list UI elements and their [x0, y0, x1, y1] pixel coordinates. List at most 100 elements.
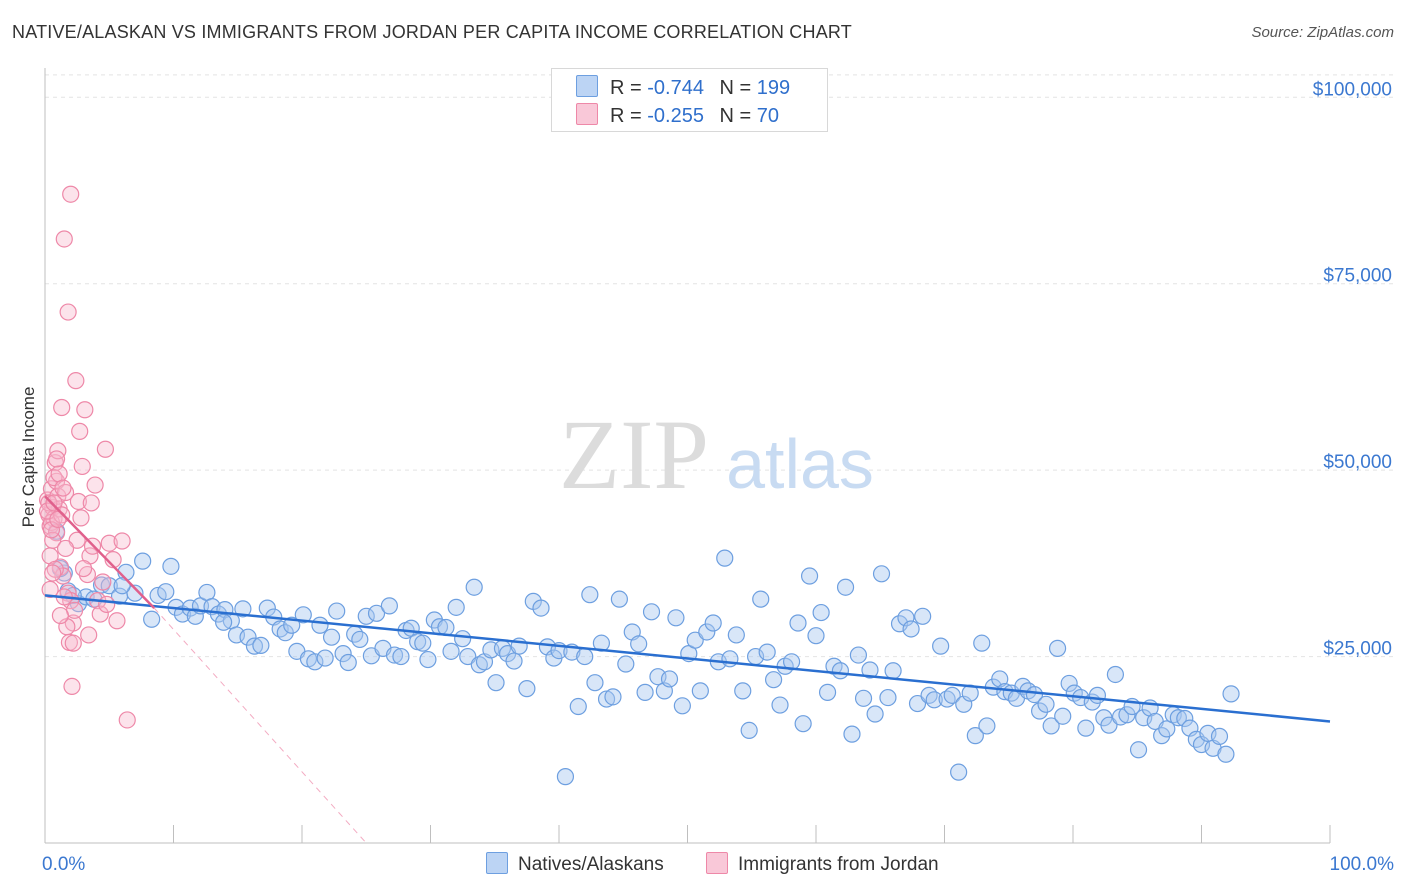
data-point-natives	[1030, 702, 1049, 720]
data-point-natives	[604, 688, 622, 706]
data-point-natives	[727, 626, 745, 644]
data-point-jordan	[98, 595, 116, 613]
data-point-natives	[1077, 719, 1095, 737]
data-point-natives	[1060, 674, 1078, 693]
data-point-jordan	[76, 401, 94, 419]
data-point-natives	[419, 650, 437, 669]
data-point-natives	[966, 727, 984, 745]
data-point-natives	[1037, 695, 1055, 713]
data-point-natives	[239, 628, 257, 646]
data-point-natives	[162, 557, 180, 575]
data-point-natives	[392, 647, 410, 666]
data-point-natives	[322, 628, 341, 646]
data-point-natives	[950, 763, 968, 781]
data-point-jordan	[82, 494, 100, 512]
data-point-jordan	[53, 398, 71, 417]
legend-r-label: R =	[610, 77, 642, 99]
data-point-natives	[1042, 717, 1060, 735]
data-point-jordan	[56, 539, 75, 558]
data-point-natives	[925, 691, 943, 709]
data-point-natives	[134, 552, 152, 570]
data-point-natives	[505, 652, 523, 670]
bottom-legend-jordan-label: Immigrants from Jordan	[738, 854, 939, 875]
data-point-natives	[764, 671, 783, 689]
data-point-jordan	[64, 634, 82, 652]
data-point-natives	[126, 584, 144, 602]
data-point-jordan	[42, 521, 61, 539]
data-point-natives	[771, 696, 789, 714]
data-point-natives	[1176, 709, 1194, 728]
legend-swatch-natives	[576, 75, 598, 97]
series-natives-points	[47, 522, 1240, 786]
data-point-natives	[854, 689, 873, 707]
watermark-atlas: atlas	[726, 425, 874, 503]
data-point-jordan	[113, 532, 131, 550]
legend-row-jordan: R = -0.255 N = 70	[576, 103, 779, 128]
data-point-natives	[334, 644, 352, 663]
data-point-natives	[1106, 665, 1125, 684]
data-point-natives	[556, 768, 575, 786]
data-point-natives	[252, 636, 270, 654]
data-point-jordan	[80, 626, 98, 644]
data-point-jordan	[45, 494, 63, 512]
watermark: ZIP atlas	[559, 399, 874, 510]
data-point-natives	[569, 697, 587, 716]
data-point-natives	[897, 609, 915, 627]
data-point-natives	[758, 643, 776, 661]
data-point-natives	[487, 674, 505, 692]
data-point-natives	[843, 725, 861, 743]
data-point-natives	[113, 577, 131, 595]
data-point-natives	[581, 586, 599, 604]
data-point-natives	[1222, 685, 1240, 703]
data-point-natives	[932, 637, 950, 655]
legend-r-value: -0.255	[647, 105, 704, 127]
data-point-natives	[311, 616, 329, 634]
data-point-natives	[667, 609, 685, 627]
data-point-jordan	[44, 564, 62, 582]
legend-n-label: N =	[719, 105, 752, 127]
data-point-jordan	[69, 492, 88, 511]
data-point-natives	[740, 721, 758, 739]
data-point-natives	[734, 682, 752, 700]
data-point-natives	[380, 597, 398, 615]
data-point-natives	[459, 647, 477, 666]
legend-row-natives: R = -0.744 N = 199	[576, 75, 790, 100]
data-point-natives	[686, 631, 704, 649]
data-point-natives	[465, 578, 483, 596]
data-point-natives	[636, 683, 654, 701]
data-point-natives	[215, 613, 233, 631]
data-point-natives	[1054, 707, 1072, 725]
data-point-natives	[367, 604, 386, 622]
data-point-jordan	[54, 479, 72, 497]
data-point-natives	[902, 620, 920, 638]
data-point-natives	[914, 607, 932, 625]
data-point-natives	[812, 603, 830, 622]
data-point-jordan	[74, 559, 93, 578]
bottom-legend-natives-label: Natives/Alaskans	[518, 854, 664, 875]
data-point-natives	[414, 634, 432, 652]
data-point-natives	[1158, 720, 1176, 738]
trend-line-jordan	[44, 495, 156, 609]
data-point-natives	[518, 680, 536, 698]
trend-lines	[44, 495, 1331, 844]
correlation-legend: R = -0.744 N = 199 R = -0.255 N = 70	[551, 68, 828, 132]
chart-title: NATIVE/ALASKAN VS IMMIGRANTS FROM JORDAN…	[12, 22, 852, 42]
series-jordan-points	[38, 185, 136, 729]
data-point-natives	[328, 602, 346, 620]
data-point-natives	[357, 607, 375, 625]
data-point-natives	[836, 578, 855, 596]
data-point-natives	[691, 682, 709, 700]
data-point-natives	[385, 646, 404, 664]
y-tick-label: $75,000	[1323, 266, 1392, 287]
data-point-natives	[698, 623, 716, 641]
data-point-natives	[157, 583, 175, 601]
data-point-natives	[861, 661, 879, 679]
data-point-jordan	[108, 612, 126, 630]
data-point-natives	[831, 662, 850, 680]
data-point-jordan	[91, 605, 109, 623]
data-point-natives	[1210, 727, 1229, 745]
data-point-natives	[532, 599, 550, 617]
watermark-zip: ZIP	[559, 399, 709, 510]
y-tick-label: $25,000	[1323, 639, 1392, 660]
data-point-natives	[1088, 686, 1107, 704]
